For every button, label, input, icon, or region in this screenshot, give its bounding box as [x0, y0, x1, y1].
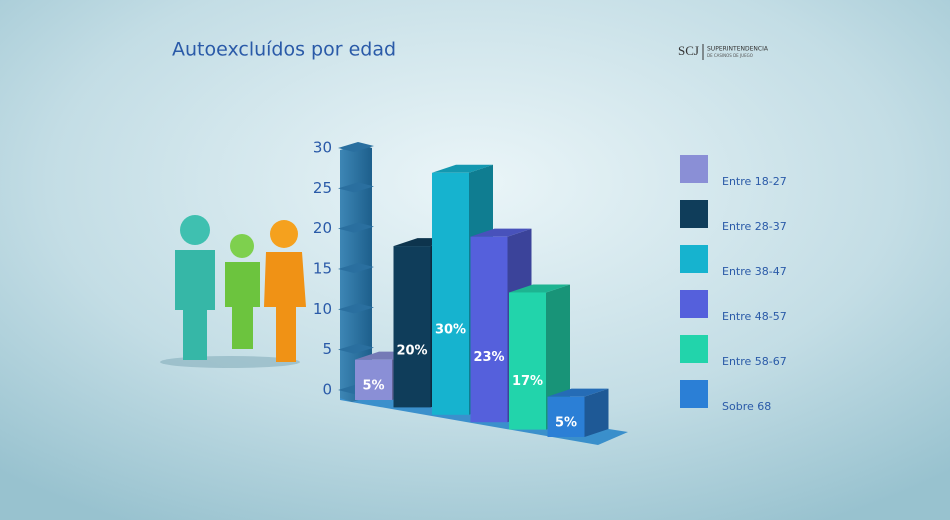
people-illustration [160, 215, 306, 368]
legend-swatch [680, 245, 708, 273]
y-tick-label: 15 [313, 260, 332, 278]
legend-label: Sobre 68 [722, 400, 771, 413]
bar-top [432, 164, 493, 173]
tick-mark [338, 303, 374, 314]
y-axis-pillar [340, 144, 372, 402]
value-label: 23% [473, 350, 504, 365]
y-tick-label: 20 [313, 219, 332, 237]
value-label: 5% [555, 415, 577, 430]
bar [470, 236, 508, 423]
tick-mark [338, 142, 374, 152]
tick-mark [338, 182, 374, 193]
logo-subtext: DE CASINOS DE JUEGO [707, 53, 753, 58]
tick-mark [338, 263, 374, 273]
y-tick-label: 5 [322, 340, 332, 358]
bar [355, 359, 392, 400]
value-label: 17% [512, 374, 543, 389]
bar-top [470, 228, 532, 237]
y-tick-label: 10 [313, 300, 332, 318]
legend-label: Entre 28-37 [722, 220, 787, 233]
legend-label: Entre 18-27 [722, 175, 787, 188]
value-label: 20% [396, 343, 427, 358]
value-label: 5% [362, 378, 384, 393]
legend-label: Entre 48-57 [722, 310, 787, 323]
bar-top [509, 284, 570, 293]
y-tick-label: 0 [322, 381, 332, 399]
bar [547, 396, 585, 437]
legend-label: Entre 58-67 [722, 355, 787, 368]
logo-mark: SCJ [678, 43, 699, 58]
legend-swatch [680, 200, 708, 228]
bar [393, 246, 431, 408]
bar-top [547, 388, 609, 397]
value-label: 30% [435, 323, 466, 338]
legend-label: Entre 38-47 [722, 265, 787, 278]
y-tick-label: 25 [313, 179, 332, 197]
legend-swatch [680, 335, 708, 363]
bar [509, 292, 546, 430]
legend-swatch [680, 290, 708, 318]
tick-mark [338, 343, 374, 354]
bar [432, 172, 469, 415]
y-tick-label: 30 [313, 139, 332, 157]
legend-swatch [680, 155, 708, 183]
logo-text: SUPERINTENDENCIA [707, 46, 769, 53]
bar-side [584, 388, 609, 437]
legend-swatch [680, 380, 708, 408]
tick-mark [338, 222, 374, 233]
chart-title: Autoexcluídos por edad [172, 39, 396, 61]
